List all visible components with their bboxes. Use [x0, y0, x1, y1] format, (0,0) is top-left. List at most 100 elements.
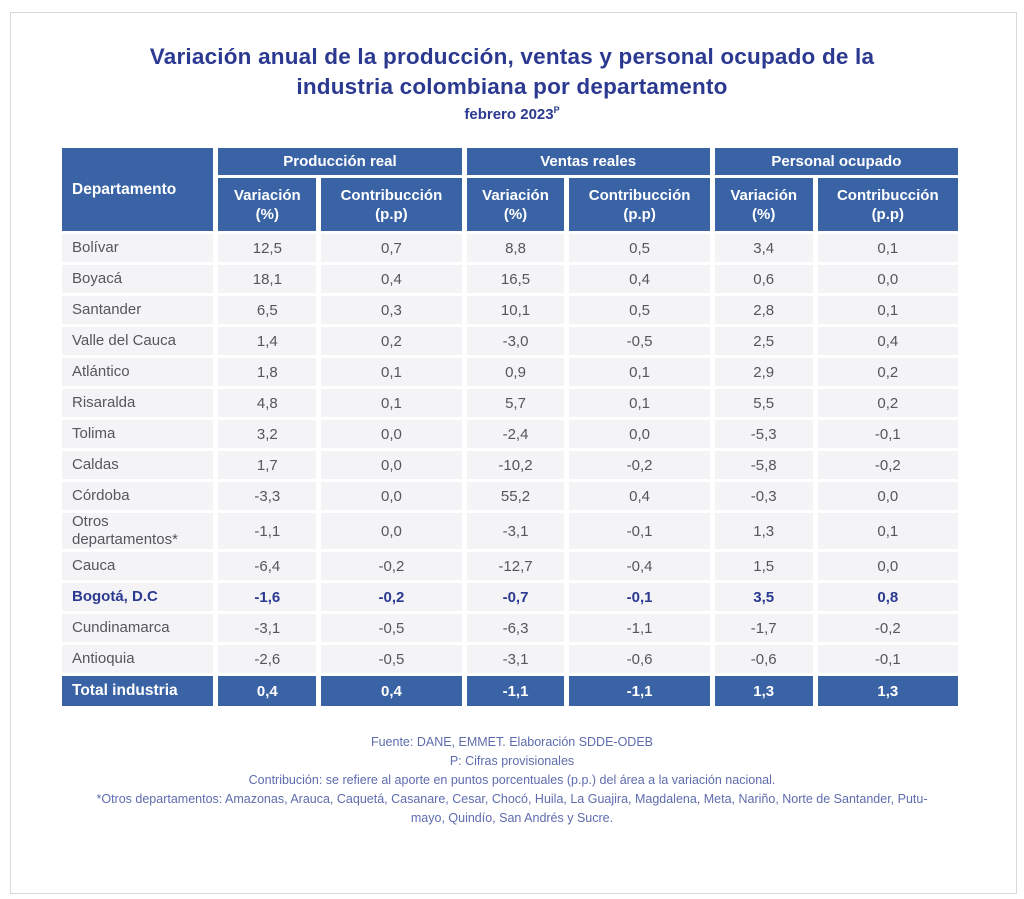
subheader-variacion-produccion: Variación (%) — [218, 178, 317, 231]
value-cell: 0,8 — [817, 583, 958, 611]
value-cell: 3,5 — [714, 583, 813, 611]
value-cell: 0,2 — [321, 327, 462, 355]
value-cell: 0,5 — [569, 296, 710, 324]
value-cell: 1,3 — [714, 513, 813, 549]
value-cell: 0,0 — [321, 420, 462, 448]
department-name-cell: Bolívar — [62, 234, 214, 262]
value-cell: 2,5 — [714, 327, 813, 355]
value-cell: -3,3 — [218, 482, 317, 510]
value-cell: 18,1 — [218, 265, 317, 293]
subheader-top: Contribucción — [340, 186, 443, 204]
subheader-bottom: (p.p) — [623, 205, 656, 223]
value-cell: 0,4 — [321, 676, 462, 706]
total-label-cell: Total industria — [62, 676, 214, 706]
group-header-personal-ocupado: Personal ocupado — [714, 148, 958, 175]
department-name-cell: Cauca — [62, 552, 214, 580]
value-cell: -3,1 — [218, 614, 317, 642]
subheader-contribucion-produccion: Contribucción (p.p) — [321, 178, 462, 231]
value-cell: 0,0 — [321, 451, 462, 479]
value-cell: 0,4 — [817, 327, 958, 355]
value-cell: 0,0 — [817, 552, 958, 580]
department-name-cell: Otros departamentos* — [62, 513, 214, 549]
data-table: Departamento Producción real Ventas real… — [57, 145, 963, 709]
value-cell: -0,2 — [321, 583, 462, 611]
value-cell: 0,4 — [569, 482, 710, 510]
value-cell: -0,1 — [817, 645, 958, 673]
subheader-top: Variación — [482, 186, 549, 204]
group-header-produccion-real: Producción real — [218, 148, 462, 175]
department-name-cell: Caldas — [62, 451, 214, 479]
page-subtitle: febrero 2023P — [0, 105, 1024, 123]
value-cell: 0,0 — [321, 513, 462, 549]
value-cell: 1,8 — [218, 358, 317, 386]
value-cell: 5,5 — [714, 389, 813, 417]
table-row: Atlántico 1,8 0,1 0,9 0,1 2,9 0,2 — [62, 358, 958, 386]
value-cell: 2,9 — [714, 358, 813, 386]
department-name-cell: Tolima — [62, 420, 214, 448]
page-title-line1: Variación anual de la producción, ventas… — [149, 44, 875, 69]
value-cell: 0,5 — [569, 234, 710, 262]
value-cell: 0,4 — [321, 265, 462, 293]
value-cell: 0,7 — [321, 234, 462, 262]
department-name-cell: Antioquia — [62, 645, 214, 673]
subheader-bottom: (p.p) — [871, 205, 905, 223]
subheader-bottom: (%) — [752, 205, 776, 223]
department-name-cell: Bogotá, D.C — [62, 583, 214, 611]
value-cell: 0,1 — [817, 513, 958, 549]
value-cell: 1,3 — [817, 676, 958, 706]
value-cell: -6,4 — [218, 552, 317, 580]
value-cell: -12,7 — [466, 552, 565, 580]
value-cell: -5,3 — [714, 420, 813, 448]
subtitle-text: febrero 2023 — [464, 106, 554, 123]
department-name-cell: Córdoba — [62, 482, 214, 510]
value-cell: -1,1 — [569, 614, 710, 642]
subheader-top: Variación — [730, 186, 798, 204]
value-cell: 3,2 — [218, 420, 317, 448]
department-name-cell: Risaralda — [62, 389, 214, 417]
value-cell: 0,1 — [321, 358, 462, 386]
value-cell: 2,8 — [714, 296, 813, 324]
value-cell: -0,6 — [569, 645, 710, 673]
value-cell: 12,5 — [218, 234, 317, 262]
value-cell: -0,5 — [569, 327, 710, 355]
value-cell: 0,2 — [817, 389, 958, 417]
subheader-variacion-personal: Variación (%) — [714, 178, 813, 231]
subheader-variacion-ventas: Variación (%) — [466, 178, 565, 231]
subheader-top: Variación — [233, 186, 301, 204]
value-cell: 3,4 — [714, 234, 813, 262]
value-cell: 0,9 — [466, 358, 565, 386]
value-cell: 55,2 — [466, 482, 565, 510]
footer-other-departments-note-line2: mayo, Quindío, San Andrés y Sucre. — [410, 811, 614, 825]
value-cell: -0,3 — [714, 482, 813, 510]
value-cell: -3,0 — [466, 327, 565, 355]
value-cell: 0,1 — [569, 358, 710, 386]
value-cell: 0,4 — [569, 265, 710, 293]
total-row: Total industria 0,4 0,4 -1,1 -1,1 1,3 1,3 — [62, 676, 958, 706]
subheader-contribucion-ventas: Contribucción (p.p) — [569, 178, 710, 231]
table-row: Otros departamentos* -1,1 0,0 -3,1 -0,1 1,3 0,… — [62, 513, 958, 549]
table-row: Santander 6,5 0,3 10,1 0,5 2,8 0,1 — [62, 296, 958, 324]
subheader-bottom: (%) — [255, 205, 279, 223]
footer-other-departments-note-line1: *Otros departamentos: Amazonas, Arauca, … — [96, 792, 928, 806]
column-header-departamento: Departamento — [62, 148, 214, 231]
value-cell: -0,2 — [569, 451, 710, 479]
footer-source: Fuente: DANE, EMMET. Elaboración SDDE-OD… — [370, 735, 654, 749]
footer-contribution-note: Contribución: se refiere al aporte en pu… — [248, 773, 776, 787]
table-row: Caldas 1,7 0,0 -10,2 -0,2 -5,8 -0,2 — [62, 451, 958, 479]
page-title-line2: industria colombiana por departamento — [296, 74, 728, 99]
department-name-cell: Atlántico — [62, 358, 214, 386]
value-cell: -0,1 — [817, 420, 958, 448]
value-cell: -1,1 — [569, 676, 710, 706]
value-cell: 4,8 — [218, 389, 317, 417]
table-row: Risaralda 4,8 0,1 5,7 0,1 5,5 0,2 — [62, 389, 958, 417]
subheader-top: Contribucción — [836, 186, 939, 204]
value-cell: -0,2 — [817, 451, 958, 479]
value-cell: 0,1 — [569, 389, 710, 417]
value-cell: 0,2 — [817, 358, 958, 386]
value-cell: 0,0 — [569, 420, 710, 448]
subtitle-superscript: P — [553, 105, 560, 115]
value-cell: -3,1 — [466, 513, 565, 549]
table-body: Bolívar 12,5 0,7 8,8 0,5 3,4 0,1 Boyacá 18,1 0,4 1… — [62, 234, 958, 706]
table-header: Departamento Producción real Ventas real… — [62, 148, 958, 231]
value-cell: -1,1 — [218, 513, 317, 549]
